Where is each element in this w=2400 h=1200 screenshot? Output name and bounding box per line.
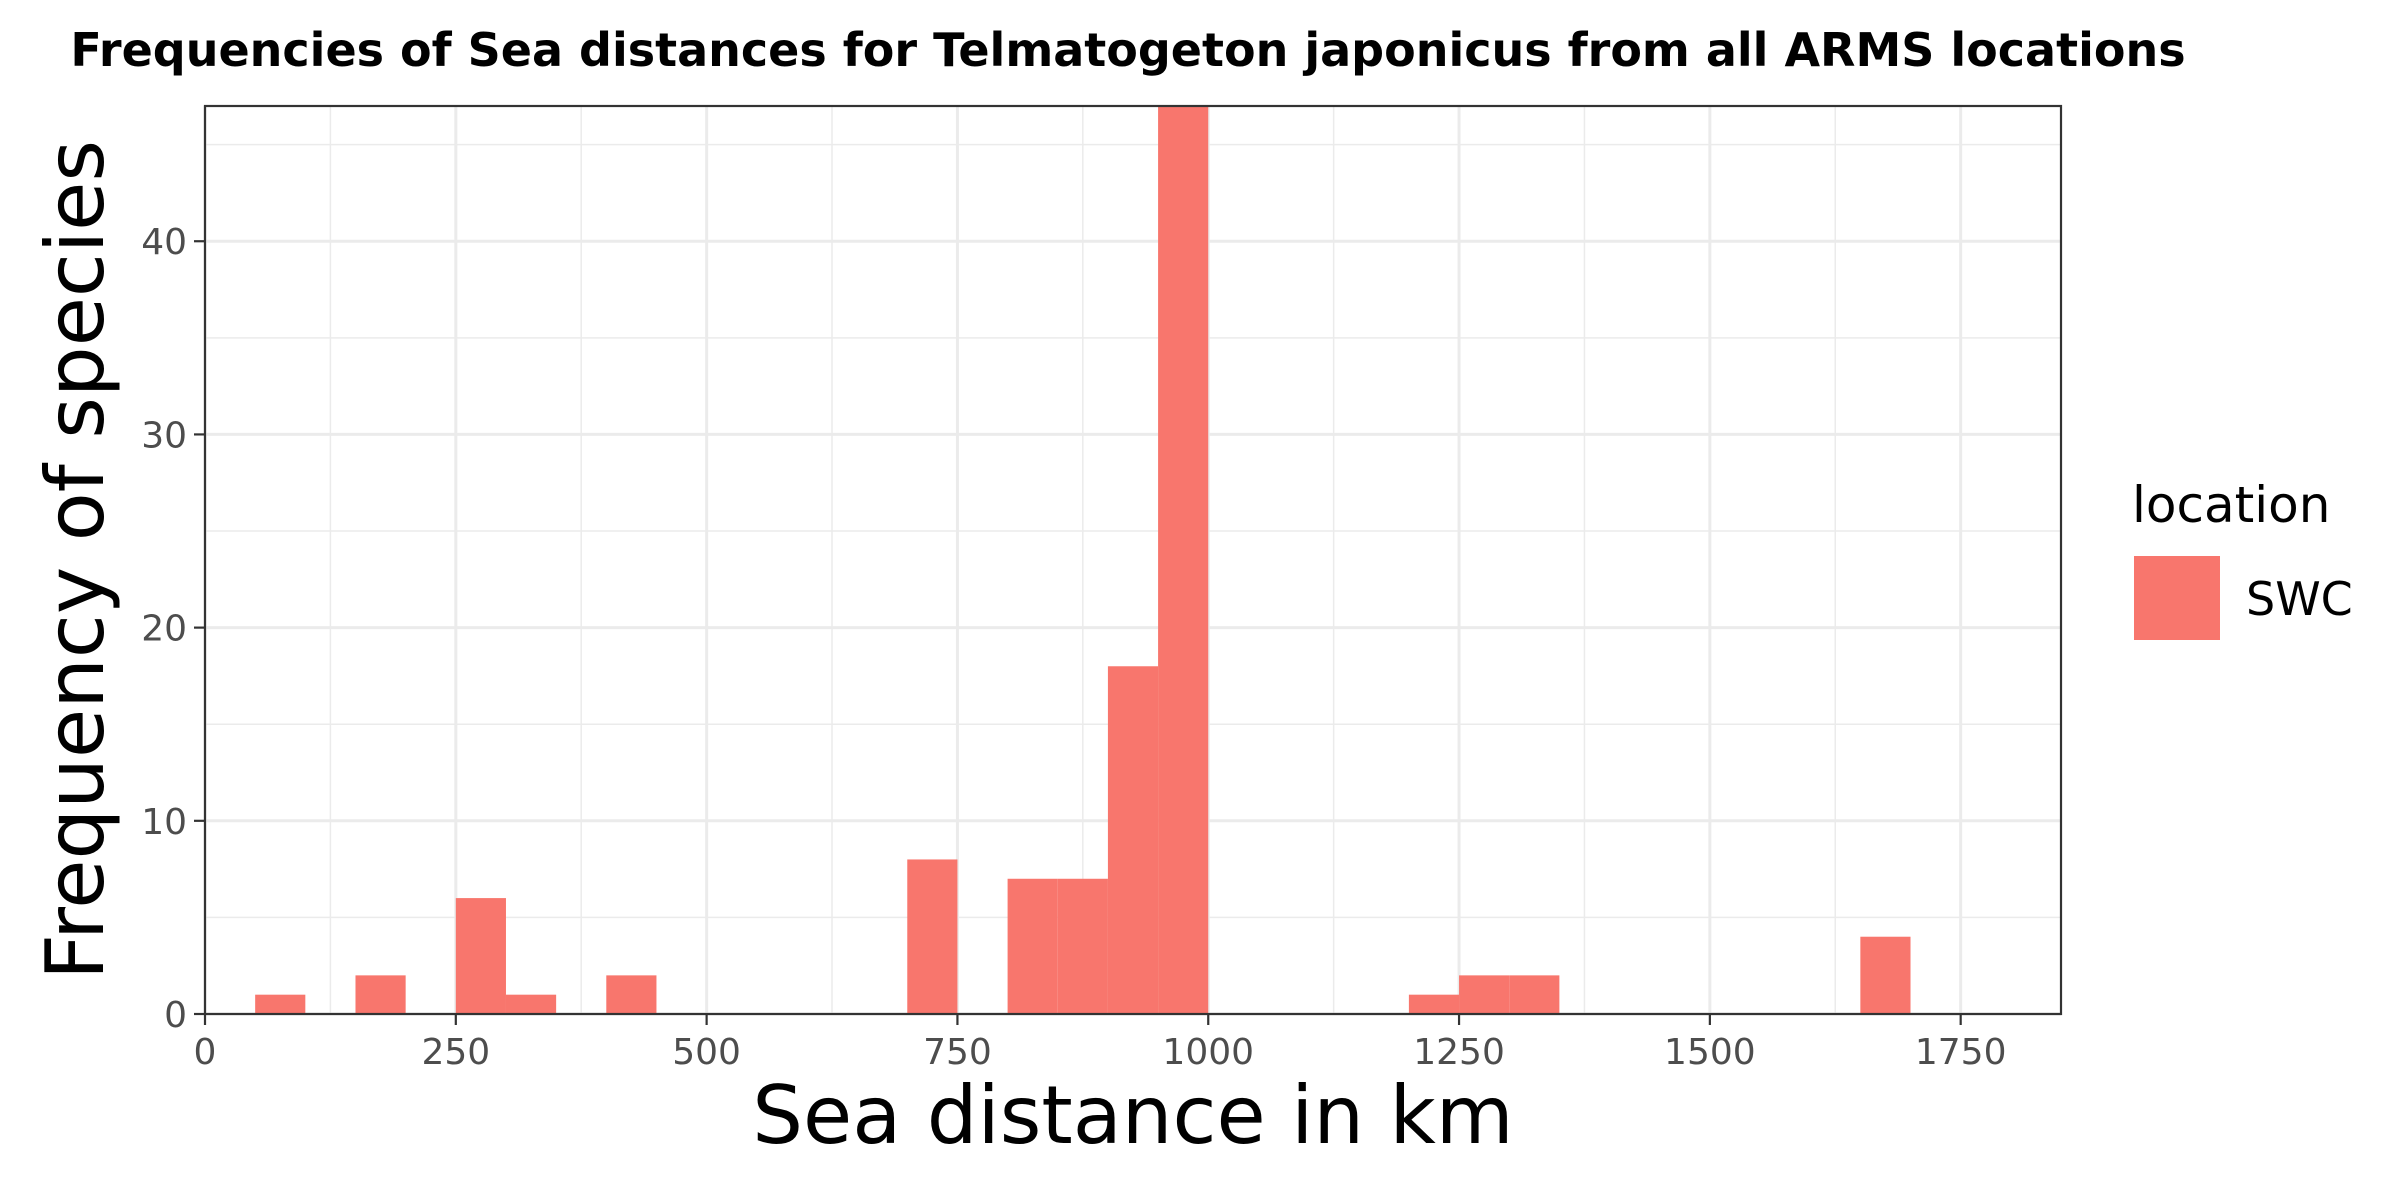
histogram-bar: [1007, 878, 1058, 1014]
x-axis-title: Sea distance in km: [752, 1069, 1513, 1162]
histogram-bar: [1158, 106, 1209, 1014]
histogram-bar: [1459, 975, 1510, 1014]
x-tick-label: 0: [194, 1032, 217, 1073]
histogram-bar: [1860, 936, 1911, 1014]
legend-key-swc: [2134, 556, 2220, 640]
histogram-bar: [1057, 878, 1108, 1014]
y-axis-title: Frequency of species: [29, 140, 122, 980]
histogram-bar: [907, 859, 958, 1014]
histogram-bar: [355, 975, 406, 1014]
chart-title: Frequencies of Sea distances for Telmato…: [70, 23, 2185, 77]
histogram-bar: [505, 994, 557, 1014]
histogram-bars: [255, 106, 1911, 1014]
x-tick-label: 1750: [1915, 1032, 2007, 1073]
histogram-bar: [455, 898, 506, 1014]
y-tick-label: 40: [141, 222, 187, 263]
plot-border: [203, 104, 2063, 1016]
histogram-bar: [1107, 666, 1159, 1014]
legend: location SWC: [2132, 476, 2353, 640]
histogram-bar: [606, 975, 657, 1014]
x-tick-label: 250: [421, 1032, 490, 1073]
y-tick-label: 10: [141, 802, 187, 843]
histogram-bar: [255, 994, 306, 1014]
minor-gridlines: [205, 106, 2061, 1014]
histogram-bar: [1408, 994, 1460, 1014]
histogram-bar: [1509, 975, 1560, 1014]
y-tick-label: 20: [141, 609, 187, 650]
y-axis: 0 10 20 30 40: [141, 222, 205, 1036]
legend-label-swc: SWC: [2246, 572, 2353, 626]
plot-panel: [203, 104, 2063, 1016]
x-tick-label: 750: [923, 1032, 992, 1073]
y-tick-label: 30: [141, 415, 187, 456]
x-axis: 0 250 500 750 1000 1250 1500 1750: [194, 1014, 2007, 1073]
x-tick-label: 500: [672, 1032, 741, 1073]
legend-title: location: [2132, 476, 2330, 534]
x-tick-label: 1500: [1664, 1032, 1756, 1073]
x-tick-label: 1250: [1413, 1032, 1505, 1073]
x-tick-label: 1000: [1162, 1032, 1254, 1073]
y-tick-label: 0: [164, 995, 187, 1036]
